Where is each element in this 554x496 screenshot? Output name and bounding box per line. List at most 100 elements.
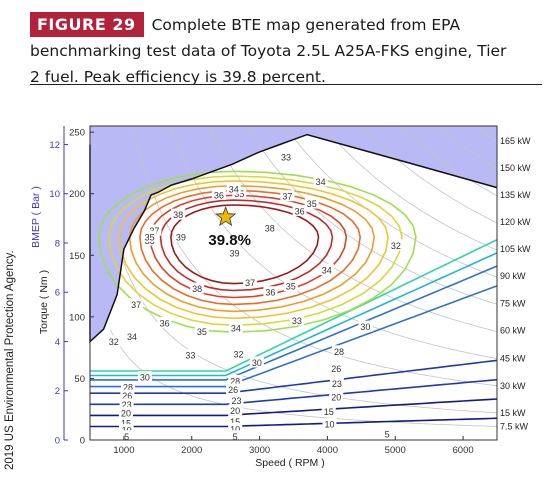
power-line-7 xyxy=(208,126,497,332)
contour-label: 38 xyxy=(265,224,275,234)
contour-label-bg xyxy=(228,422,243,434)
contour-30 xyxy=(90,238,497,372)
contour-label: 5 xyxy=(124,432,129,442)
x-tick-label: 1000 xyxy=(113,445,134,456)
contour-label: 37 xyxy=(282,192,292,202)
contour-label-bg xyxy=(226,182,241,194)
y-tick-label: 50 xyxy=(74,374,85,385)
power-label: 120 kW xyxy=(500,217,531,227)
contour-label-bg xyxy=(147,224,162,236)
contour-label: 26 xyxy=(228,385,238,395)
power-label: 15 kW xyxy=(500,408,526,418)
contour-label: 15 xyxy=(121,418,131,428)
contour-label-bg xyxy=(118,406,133,418)
contour-label-bg xyxy=(142,230,157,242)
y2-tick-label: 4 xyxy=(55,337,60,348)
contour-label-bg xyxy=(319,264,334,276)
power-label: 105 kW xyxy=(500,244,531,254)
contour-label-bg xyxy=(292,204,307,216)
contour-label: 20 xyxy=(331,392,341,402)
contour-label-bg xyxy=(119,424,134,436)
contour-label: 26 xyxy=(331,364,341,374)
contour-label: 5 xyxy=(233,432,238,442)
contour-label-bg xyxy=(118,416,133,428)
contour-label-bg xyxy=(227,246,242,258)
contour-15 xyxy=(90,378,497,406)
y-tick-label: 150 xyxy=(69,251,85,262)
contour-label: 35 xyxy=(197,327,207,337)
figure-caption-line-3: 2 fuel. Peak efficiency is 39.8 percent. xyxy=(30,68,326,86)
contour-label: 15 xyxy=(324,407,334,417)
contour-label: 23 xyxy=(332,379,342,389)
contour-38 xyxy=(159,199,334,292)
contour-5 xyxy=(90,417,497,428)
y2-tick-label: 2 xyxy=(55,386,60,397)
power-label: 165 kW xyxy=(500,136,531,146)
contour-label: 34 xyxy=(316,177,326,187)
plot-frame xyxy=(89,125,498,441)
contour-label-bg xyxy=(279,150,294,162)
contour-label-bg xyxy=(263,286,278,298)
contour-label: 30 xyxy=(252,358,262,368)
contour-label: 28 xyxy=(334,347,344,357)
contour-label-bg xyxy=(226,383,241,395)
contour-23 xyxy=(90,285,497,388)
contour-label: 28 xyxy=(123,383,133,393)
power-line-1 xyxy=(436,126,497,169)
contour-label-bg xyxy=(304,197,319,209)
contour-label: 20 xyxy=(230,406,240,416)
contour-label-bg xyxy=(358,320,373,332)
contour-label: 34 xyxy=(322,266,332,276)
power-label: 135 kW xyxy=(500,190,531,200)
y2-tick-label: 12 xyxy=(49,140,60,151)
contour-label: 38 xyxy=(192,284,202,294)
contour-label-bg xyxy=(313,175,328,187)
contour-label: 36 xyxy=(214,190,224,200)
power-label: 60 kW xyxy=(500,325,526,335)
bmep-axis-label: BMEP ( Bar ) xyxy=(30,186,42,248)
y-tick-label: 100 xyxy=(69,312,85,323)
contour-label: 35 xyxy=(307,199,317,209)
power-line-11 xyxy=(109,329,497,427)
power-label: 90 kW xyxy=(500,271,526,281)
x-tick-label: 5000 xyxy=(385,445,406,456)
contour-label-bg xyxy=(157,317,172,329)
power-line-3 xyxy=(360,126,497,224)
contour-label: 20 xyxy=(121,408,131,418)
contour-label: 33 xyxy=(281,152,291,162)
contour-label: 32 xyxy=(391,241,401,251)
contour-label-bg xyxy=(194,325,209,337)
contour-label-bg xyxy=(211,188,226,200)
power-line-0 xyxy=(474,126,497,142)
y2-tick-label: 6 xyxy=(55,288,60,299)
contour-39 xyxy=(170,204,320,285)
contour-label-bg xyxy=(183,349,198,361)
contour-label-bg xyxy=(125,330,140,342)
power-line-10 xyxy=(109,219,497,414)
y-tick-label: 250 xyxy=(69,128,85,139)
contour-label-bg xyxy=(137,371,152,383)
contour-label: 39 xyxy=(229,248,239,258)
contour-20 xyxy=(90,359,497,394)
figure-badge: FIGURE 29 xyxy=(30,12,144,37)
figure-caption-line-2: benchmarking test data of Toyota 2.5L A2… xyxy=(30,42,507,60)
contour-label-bg xyxy=(231,347,246,359)
y-tick-label: 200 xyxy=(69,189,85,200)
contour-label: 23 xyxy=(232,396,242,406)
contour-26 xyxy=(90,265,497,381)
contour-label: 34 xyxy=(231,323,241,333)
power-label: 45 kW xyxy=(500,354,526,364)
contour-label-bg xyxy=(228,404,243,416)
y-axis-label: Torque ( Nm ) xyxy=(38,270,50,334)
contour-label-bg xyxy=(173,230,188,242)
contour-label-bg xyxy=(129,298,144,310)
contour-label: 32 xyxy=(234,349,244,359)
contour-label: 36 xyxy=(160,319,170,329)
x-tick-label: 6000 xyxy=(453,445,474,456)
contour-label: 36 xyxy=(295,206,305,216)
power-line-8 xyxy=(169,126,497,359)
contour-label-bg xyxy=(388,239,403,251)
contour-label: 35 xyxy=(286,282,296,292)
contour-label: 37 xyxy=(245,278,255,288)
contour-label-bg xyxy=(228,321,243,333)
